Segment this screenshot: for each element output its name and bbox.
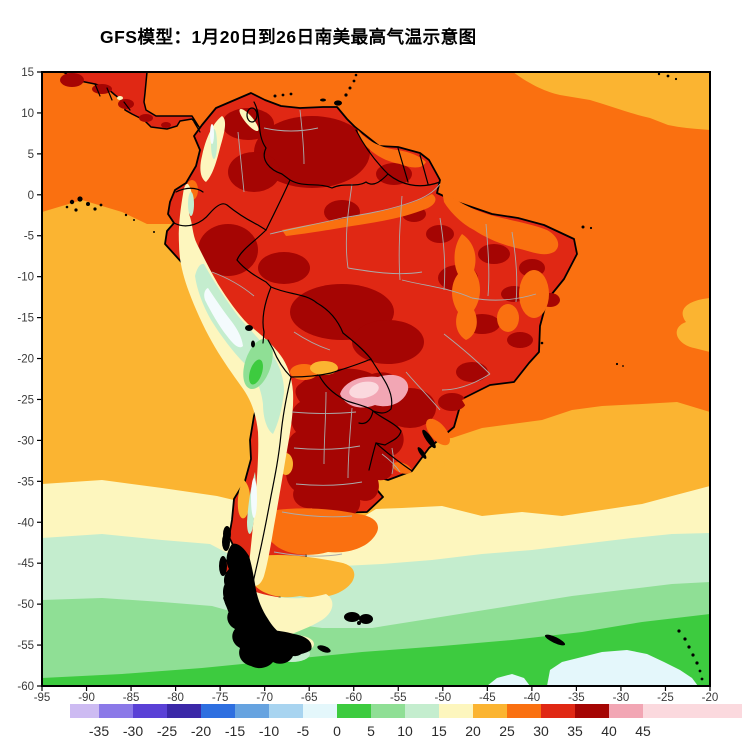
- colorbar-label: -15: [225, 723, 245, 739]
- y-axis-label: -40: [17, 517, 34, 529]
- x-axis-label: -35: [568, 692, 585, 704]
- colorbar-segment: [99, 704, 133, 718]
- x-axis-label: -65: [301, 692, 318, 704]
- x-axis-label: -75: [212, 692, 229, 704]
- y-axis-label: -30: [17, 435, 34, 447]
- y-axis-label: -10: [17, 272, 34, 284]
- page-title: GFS模型：1月20日到26日南美最高气温示意图: [100, 27, 477, 47]
- colorbar-segment: [337, 704, 371, 718]
- map-frame: [41, 71, 711, 687]
- admin-border-lines: [211, 109, 537, 557]
- x-axis-label: -85: [123, 692, 140, 704]
- y-axis-label: -50: [17, 599, 34, 611]
- colorbar-label: -30: [123, 723, 143, 739]
- highland-green-patch: [249, 359, 263, 385]
- colorbar-segment: [269, 704, 303, 718]
- colorbar-segment: [201, 704, 235, 718]
- colorbar-label: 0: [333, 723, 341, 739]
- x-axis-label: -20: [702, 692, 719, 704]
- y-axis-label: -60: [17, 681, 34, 693]
- islands-and-fjords: [65, 72, 704, 681]
- x-axis-label: -30: [613, 692, 630, 704]
- colorbar-label: -35: [89, 723, 109, 739]
- x-axis-label: -25: [657, 692, 674, 704]
- colorbar-segment: [609, 704, 643, 718]
- y-axis-label: 0: [28, 190, 34, 202]
- y-axis-label: -25: [17, 394, 34, 406]
- colorbar-label: 5: [367, 723, 375, 739]
- colorbar-segment: [70, 704, 99, 718]
- x-axis-label: -80: [167, 692, 184, 704]
- colorbar-label: 10: [397, 723, 413, 739]
- colorbar-segment: [507, 704, 541, 718]
- colorbar-segment: [473, 704, 507, 718]
- y-axis-label: -5: [24, 231, 34, 243]
- orange-land-patches: [184, 130, 559, 555]
- y-axis-label: -55: [17, 640, 34, 652]
- y-axis-label: -15: [17, 313, 34, 325]
- colorbar-segment: [303, 704, 337, 718]
- colorbar-label: -5: [297, 723, 310, 739]
- colorbar-label: 15: [431, 723, 447, 739]
- y-axis-label: -20: [17, 354, 34, 366]
- colorbar-label: 35: [567, 723, 583, 739]
- y-axis: 15 10 5 0 -5 -10 -15 -20 -25 -30 -35 -40 -45 -50 -55 -6…: [17, 67, 42, 693]
- colorbar-segment: [405, 704, 439, 718]
- y-axis-label: 15: [21, 67, 34, 79]
- highland-white-cores: [204, 124, 257, 518]
- y-axis-label: -35: [17, 476, 34, 488]
- colorbar-label: 30: [533, 723, 549, 739]
- x-axis-label: -70: [256, 692, 273, 704]
- colorbar-legend: -35 -30 -25 -20 -15 -10 -5 0 5 10 15 20 25 30 35 40 45: [70, 704, 742, 739]
- x-axis-label: -95: [34, 692, 51, 704]
- x-axis-label: -50: [434, 692, 451, 704]
- y-axis-label: 5: [28, 149, 34, 161]
- colorbar-segment: [541, 704, 575, 718]
- map-area: [42, 72, 710, 686]
- colorbar-segment: [439, 704, 473, 718]
- ocean-green-band: [42, 614, 710, 686]
- colorbar-segment: [167, 704, 201, 718]
- paraguay-pale-pink-core: [349, 381, 379, 399]
- x-axis-label: -55: [390, 692, 407, 704]
- colorbar-label: 25: [499, 723, 515, 739]
- colorbar-segment: [371, 704, 405, 718]
- colorbar-label: 45: [635, 723, 651, 739]
- ocean-pale-cyan-patches: [487, 650, 698, 686]
- y-axis-label: -45: [17, 558, 34, 570]
- colorbar-segment: [235, 704, 269, 718]
- colorbar-label: -20: [191, 723, 211, 739]
- x-axis-label: -90: [78, 692, 95, 704]
- colorbar-label: -25: [157, 723, 177, 739]
- colorbar-label: -10: [259, 723, 279, 739]
- x-axis-label: -60: [345, 692, 362, 704]
- colorbar-segment: [133, 704, 167, 718]
- x-axis-label: -45: [479, 692, 496, 704]
- colorbar-segment: [575, 704, 609, 718]
- colorbar-segment: [643, 704, 742, 718]
- x-axis: -95 -90 -85 -80 -75 -70 -65 -60 -55 -50 -45 -40 -35 -…: [34, 686, 719, 704]
- y-axis-label: 10: [21, 108, 34, 120]
- colorbar-label: 40: [601, 723, 617, 739]
- colorbar-label: 20: [465, 723, 481, 739]
- x-axis-label: -40: [524, 692, 541, 704]
